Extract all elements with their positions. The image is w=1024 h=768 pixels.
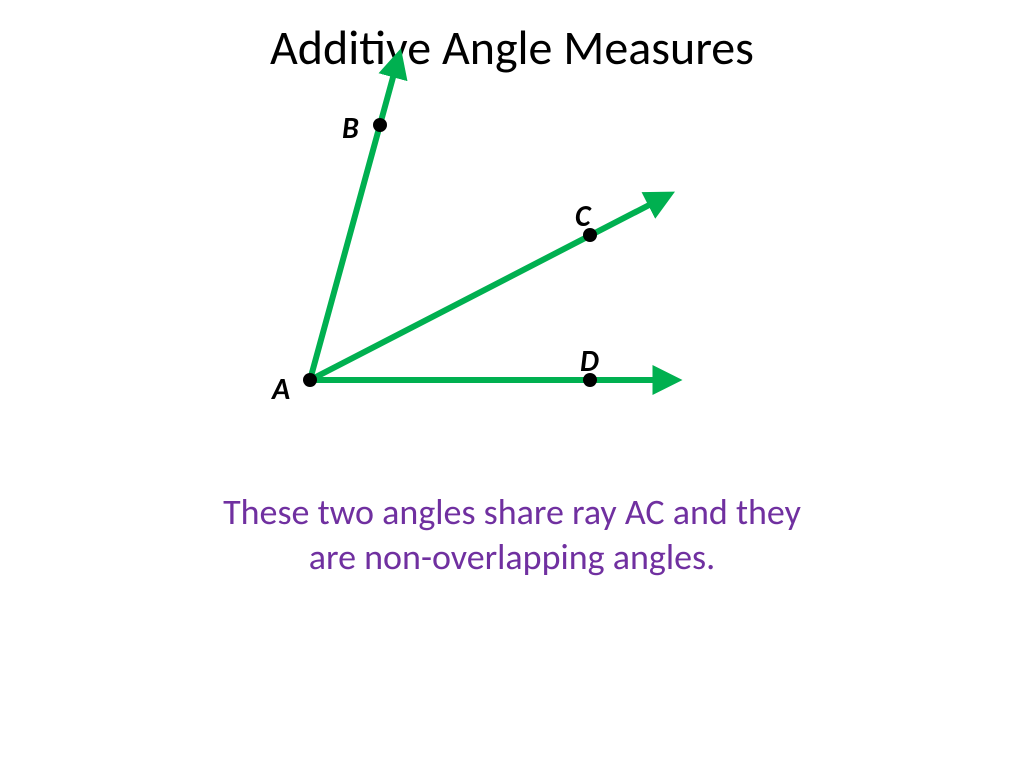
caption-line-1: These two angles share ray AC and they [0,490,1024,535]
slide-title: Additive Angle Measures [0,18,1024,77]
caption-text: These two angles share ray AC and they a… [0,490,1024,580]
label-c: C [575,198,591,235]
label-d: D [580,343,599,380]
caption-line-2: are non-overlapping angles. [0,535,1024,580]
label-a: A [272,371,290,408]
label-b: B [342,110,359,147]
point-b [373,118,387,132]
slide: Additive Angle Measures A B C D These two a… [0,0,1024,768]
angle-diagram: A B C D [250,80,710,420]
ray-ac [310,202,655,380]
point-a [303,373,317,387]
